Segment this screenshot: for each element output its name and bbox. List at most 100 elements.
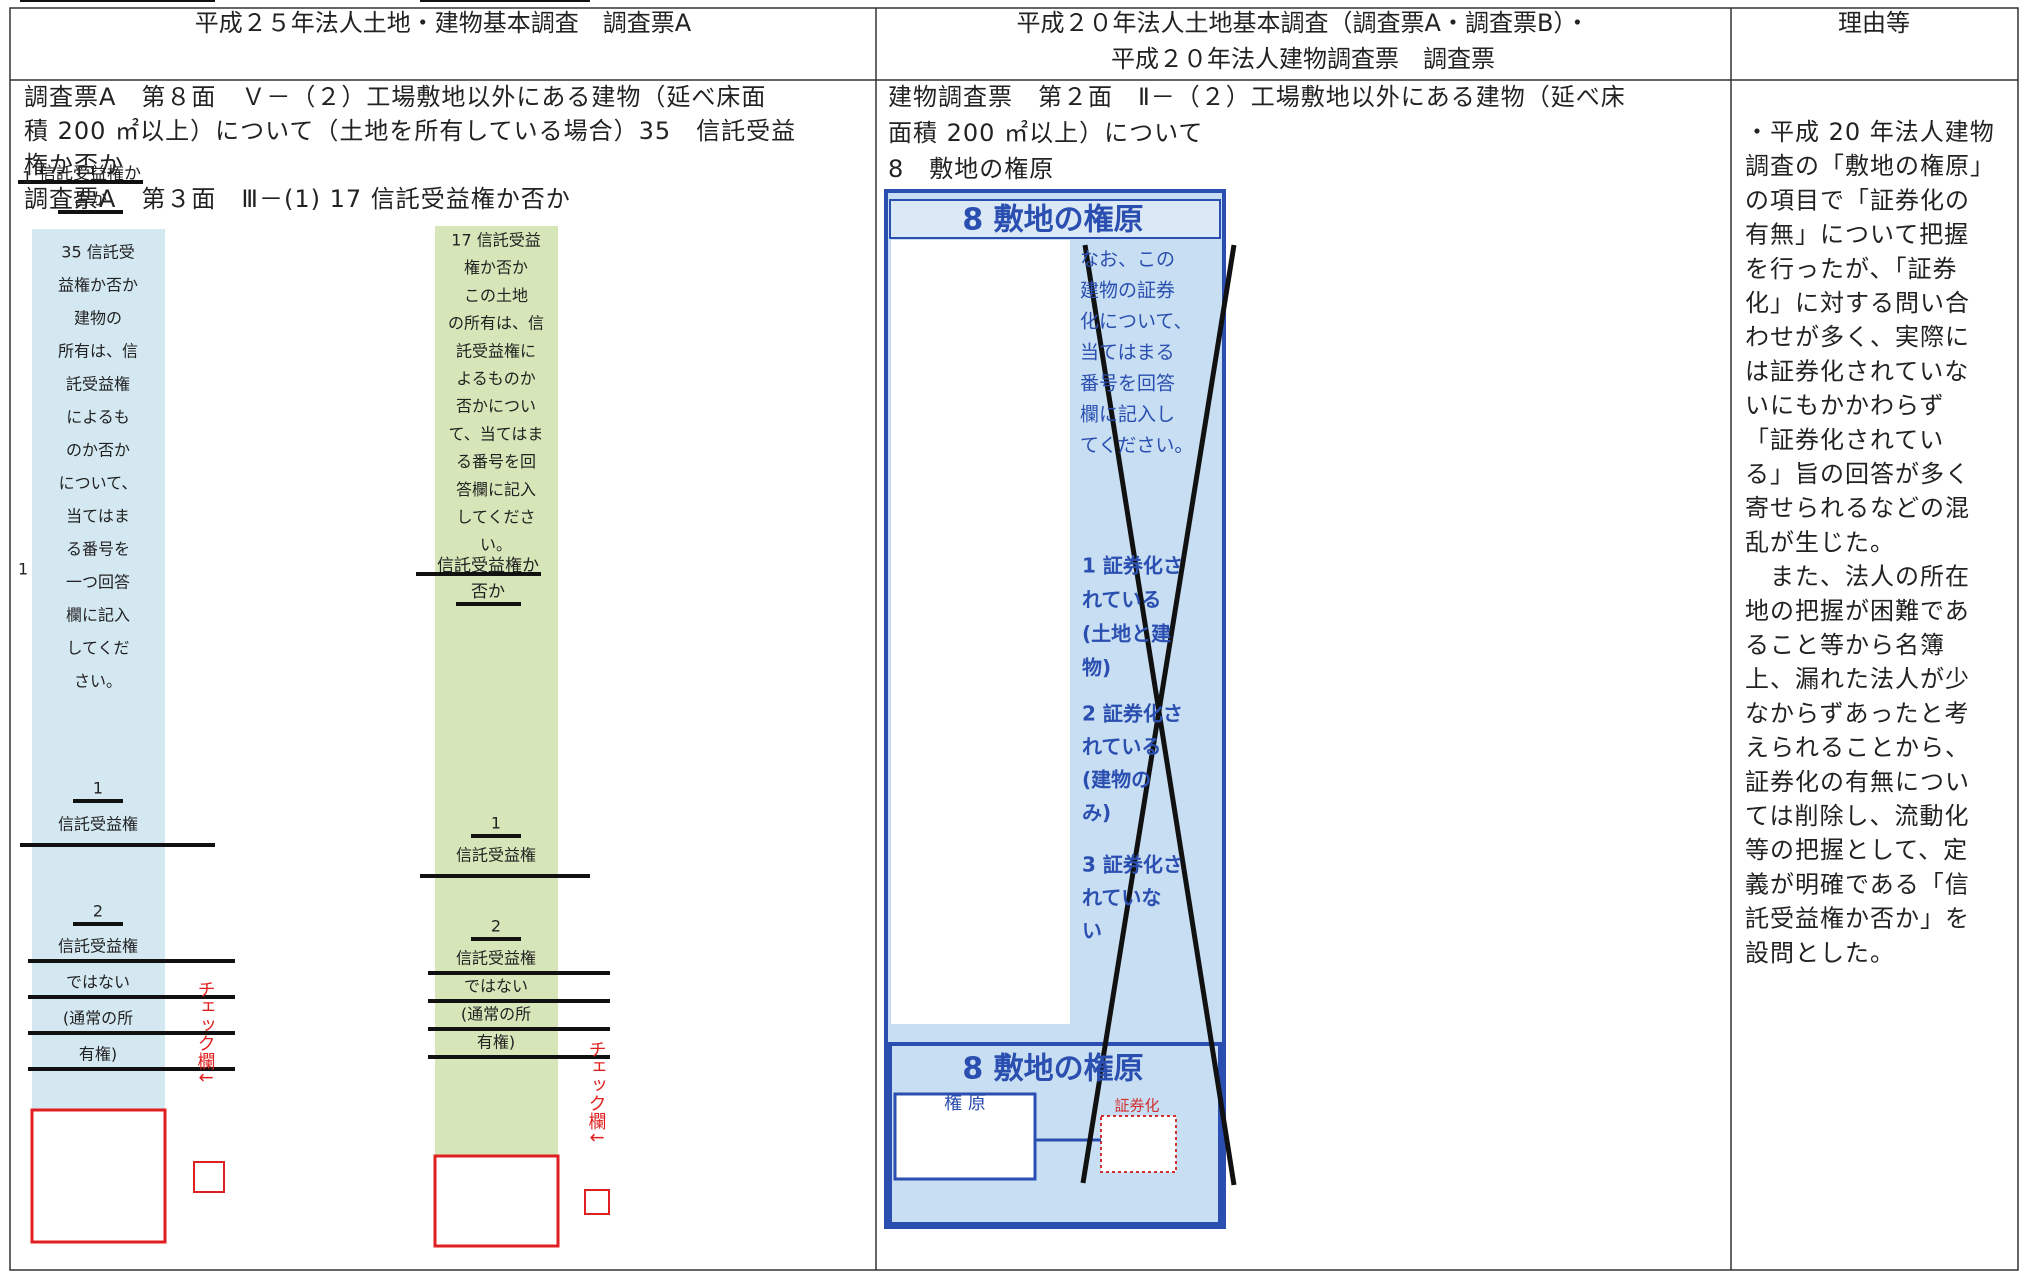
form-text: る番号を	[66, 540, 130, 559]
option-text: れている	[1082, 735, 1161, 759]
form-text: 35 信託受	[61, 243, 134, 262]
reason-text: 地の把握が困難であ	[1745, 597, 1970, 625]
body-text: 積 200 ㎡以上）について（土地を所有している場合）35 信託受益	[24, 117, 796, 145]
form-text: 否かについ	[456, 397, 536, 416]
form-title: 8 敷地の権原	[962, 203, 1143, 238]
form-text: の所有は、信	[448, 314, 544, 333]
reason-text: 乱が生じた。	[1745, 528, 1895, 556]
form-text: 番号を回答	[1080, 373, 1175, 395]
form-c-dotted	[1100, 1115, 1177, 1173]
reason-text: いにもかかわらず	[1745, 392, 1945, 420]
answer-label: 信託受益権か	[437, 556, 539, 576]
answer-label: 否か	[73, 190, 107, 210]
form-text: 欄に記入し	[1080, 404, 1175, 426]
form-c-title-bg	[889, 199, 1221, 239]
form-text: してくださ	[456, 508, 535, 527]
form-text: 当てはまる	[1080, 342, 1175, 364]
reason-text: を行ったが、「証券	[1745, 255, 1958, 283]
form-text: この土地	[464, 286, 528, 305]
reason-text: 調査の「敷地の権原」	[1745, 152, 1995, 180]
form-text: 益権か否か	[58, 276, 138, 295]
form-text: て、当てはま	[449, 424, 544, 443]
form-text: してくだ	[66, 639, 129, 658]
form-a-checkbox	[193, 1161, 225, 1193]
check-label: チェック欄↓	[586, 1040, 607, 1145]
option-text: れている	[1082, 588, 1161, 612]
option-text: れていな	[1082, 886, 1161, 910]
reason-text: ては削除し、流動化	[1745, 802, 1970, 830]
reason-text: の項目で「証券化の	[1745, 186, 1970, 214]
option-text: 有権)	[79, 1045, 117, 1064]
reason-text: なからずあったと考	[1745, 699, 1970, 727]
form-text: 建物の証券	[1080, 280, 1175, 302]
form-text: 権か否か	[464, 258, 528, 277]
option-text: 信託受益権	[456, 846, 536, 865]
form-text: 所有は、信	[58, 342, 138, 361]
header-cell: 平成２５年法人土地・建物基本調査 調査票A	[195, 9, 692, 37]
form-text: 当てはま	[66, 507, 130, 526]
option-text: 信託受益権	[58, 815, 138, 834]
form-text: 化について、	[1080, 311, 1192, 333]
reason-text: 寄せられるなどの混	[1745, 494, 1970, 522]
reason-text: 等の把握として、定	[1745, 836, 1968, 864]
form-text: 欄に記入	[66, 606, 130, 625]
form-b-checkbox	[584, 1189, 610, 1215]
field-label: 権 原	[944, 1093, 986, 1114]
form-text: 建物の	[74, 309, 122, 328]
form-text: 託受益権に	[456, 341, 536, 360]
reason-text: 義が明確である「信	[1745, 870, 1970, 898]
form-text: 17 信託受益	[451, 231, 540, 250]
form-c-field	[893, 1092, 1037, 1181]
option-text: い	[1082, 919, 1102, 943]
option-text: (通常の所	[63, 1009, 133, 1028]
header-cell: 平成２０年法人建物調査票 調査票	[1111, 45, 1495, 73]
form-text: 答欄に記入	[456, 480, 536, 499]
option-text: (建物の	[1082, 768, 1151, 792]
form-text: によるも	[66, 408, 130, 427]
form-text: について、	[59, 474, 138, 493]
answer-label: 否か	[471, 582, 505, 602]
answer-no: 1	[18, 560, 28, 579]
table-frame	[9, 7, 2019, 1271]
form-text: る番号を回	[456, 452, 536, 471]
reason-text: えられることから、	[1745, 734, 1970, 762]
reason-text: また、法人の所在	[1745, 563, 1970, 591]
body-text: 8 敷地の権原	[888, 155, 1054, 183]
body-text: 面積 200 ㎡以上）について	[888, 119, 1203, 147]
reason-text: わせが多く、実際に	[1745, 323, 1970, 351]
form-text: さい。	[74, 672, 122, 691]
body-text: 建物調査票 第２面 Ⅱ－（２）工場敷地以外にある建物（延べ床	[888, 83, 1626, 111]
answer-no: 1	[22, 168, 32, 187]
option-text: 1 証券化さ	[1082, 554, 1183, 578]
form-text: てください。	[1080, 435, 1193, 457]
answer-label: 信託受益権か	[39, 164, 141, 184]
option-no: 1	[93, 779, 103, 798]
option-text: 有権)	[477, 1033, 515, 1052]
form-c-white	[891, 240, 1070, 1024]
option-text: 物)	[1082, 656, 1111, 680]
form-b-bg	[435, 226, 558, 1246]
option-text: 信託受益権	[58, 937, 138, 956]
reason-text: 証券化の有無につい	[1745, 768, 1970, 796]
reason-text: 化」に対する問い合	[1745, 289, 1970, 317]
reason-text: 設問とした。	[1745, 939, 1895, 967]
field-label: 証券化	[1114, 1097, 1159, 1115]
body-text: 権か否か	[24, 151, 124, 179]
check-label: チェック欄↓	[195, 980, 216, 1085]
reason-text: 託受益権か否か」を	[1745, 905, 1970, 933]
option-text: ではない	[464, 977, 528, 996]
option-text: み)	[1082, 801, 1111, 825]
option-text: (土地と建	[1082, 622, 1171, 646]
option-text: 信託受益権	[456, 949, 536, 968]
reason-text: 「証券化されてい	[1745, 426, 1944, 454]
form-text: 託受益権	[66, 375, 130, 394]
form-a-bg	[32, 229, 165, 1242]
header-cell: 平成２０年法人土地基本調査（調査票A・調査票B）・	[1017, 9, 1590, 37]
form-text: 一つ回答	[66, 573, 130, 592]
form-text: い。	[480, 535, 512, 554]
option-no: 1	[491, 814, 501, 833]
form-text: のか否か	[66, 441, 130, 460]
body-text: 調査票A 第３面 Ⅲ－(1) 17 信託受益権か否か	[24, 185, 571, 213]
